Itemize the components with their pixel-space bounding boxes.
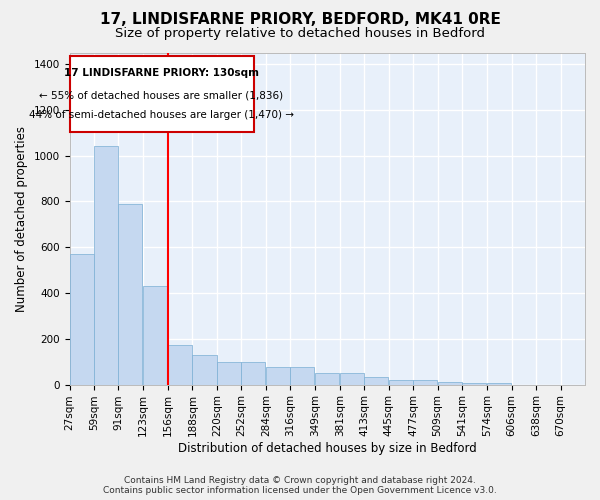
Bar xyxy=(413,380,437,384)
Y-axis label: Number of detached properties: Number of detached properties xyxy=(15,126,28,312)
Text: 44% of semi-detached houses are larger (1,470) →: 44% of semi-detached houses are larger (… xyxy=(29,110,294,120)
Bar xyxy=(437,382,461,384)
Bar xyxy=(266,368,290,384)
Bar xyxy=(389,380,413,384)
Bar xyxy=(118,204,142,384)
Bar xyxy=(316,373,340,384)
Bar xyxy=(143,286,167,384)
Bar xyxy=(364,376,388,384)
X-axis label: Distribution of detached houses by size in Bedford: Distribution of detached houses by size … xyxy=(178,442,476,455)
Bar xyxy=(193,355,217,384)
Bar xyxy=(290,368,314,384)
Text: Size of property relative to detached houses in Bedford: Size of property relative to detached ho… xyxy=(115,28,485,40)
Bar xyxy=(340,373,364,384)
FancyBboxPatch shape xyxy=(70,56,254,132)
Bar xyxy=(217,362,241,384)
Bar xyxy=(70,254,94,384)
Text: Contains HM Land Registry data © Crown copyright and database right 2024.
Contai: Contains HM Land Registry data © Crown c… xyxy=(103,476,497,495)
Bar xyxy=(94,146,118,384)
Bar xyxy=(168,344,192,385)
Text: 17, LINDISFARNE PRIORY, BEDFORD, MK41 0RE: 17, LINDISFARNE PRIORY, BEDFORD, MK41 0R… xyxy=(100,12,500,28)
Text: 17 LINDISFARNE PRIORY: 130sqm: 17 LINDISFARNE PRIORY: 130sqm xyxy=(64,68,259,78)
Text: ← 55% of detached houses are smaller (1,836): ← 55% of detached houses are smaller (1,… xyxy=(40,90,284,100)
Bar xyxy=(241,362,265,384)
